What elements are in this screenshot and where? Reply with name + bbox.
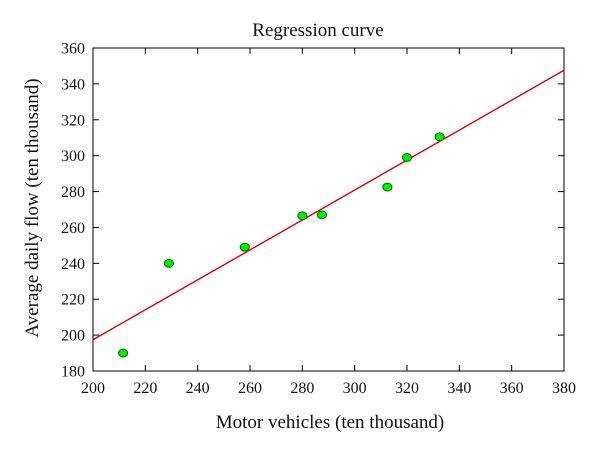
- chart-title: Regression curve: [252, 20, 383, 41]
- x-tick-label: 360: [500, 380, 524, 397]
- x-tick-label: 300: [343, 380, 367, 397]
- plot-frame: [92, 47, 565, 372]
- x-tick-label: 340: [447, 380, 471, 397]
- data-point: [117, 348, 129, 358]
- y-tick-label: 180: [61, 364, 85, 381]
- data-point: [239, 242, 250, 252]
- data-point: [163, 258, 174, 268]
- data-point: [297, 211, 308, 221]
- plot-area: 200 220 240 260 280 300 320 340 360 380 180200220…: [61, 41, 576, 398]
- y-tick-label: 320: [61, 112, 85, 129]
- x-tick-label: 220: [133, 380, 157, 397]
- x-axis-tick-labels: 200 220 240 260 280 300 320 340 360 380: [81, 380, 576, 397]
- data-point: [434, 132, 445, 142]
- data-point: [382, 182, 393, 192]
- y-tick-label: 200: [61, 328, 85, 345]
- y-axis-title: Average daily flow (ten thousand): [22, 78, 43, 337]
- y-tick-label: 300: [61, 148, 85, 165]
- y-axis-ticks: [93, 47, 564, 372]
- regression-line: [92, 69, 565, 341]
- x-tick-label: 280: [290, 380, 314, 397]
- y-tick-label: 260: [61, 220, 85, 237]
- x-axis-ticks: [92, 48, 565, 371]
- data-points: [117, 132, 445, 358]
- x-tick-label: 260: [238, 380, 262, 397]
- y-tick-label: 220: [61, 292, 85, 309]
- y-tick-label: 280: [61, 184, 85, 201]
- y-tick-label: 240: [61, 256, 85, 273]
- data-point: [401, 153, 413, 162]
- x-tick-label: 380: [552, 380, 576, 397]
- data-point: [316, 210, 328, 220]
- x-axis-title: Motor vehicles (ten thousand): [216, 412, 444, 433]
- y-tick-label: 340: [61, 76, 85, 93]
- y-tick-label: 360: [61, 41, 85, 58]
- y-axis-tick-labels: 180 200 220 240 260 280 300 320 340 360: [61, 41, 85, 381]
- x-tick-label: 200: [81, 380, 105, 397]
- x-tick-label: 240: [186, 380, 210, 397]
- x-tick-label: 320: [395, 380, 419, 397]
